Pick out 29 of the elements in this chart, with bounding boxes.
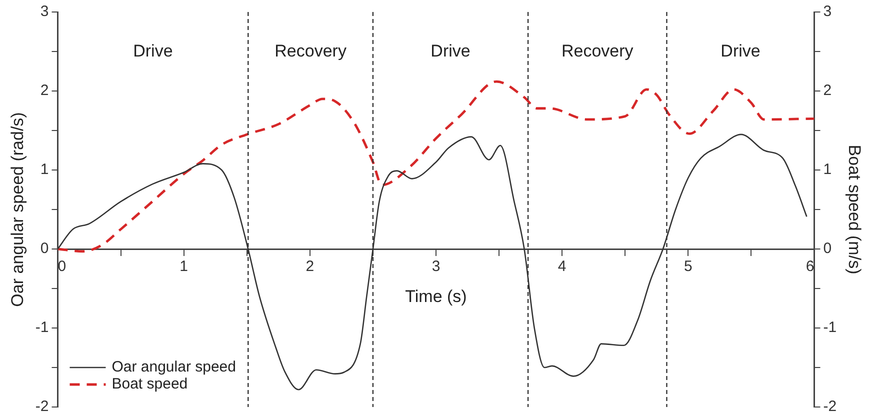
y2-tick-label: -2 [823,398,837,416]
annotation: Drive [430,42,470,61]
annotation: Drive [133,42,173,61]
y-tick-label: 0 [40,240,49,258]
y-tick-label: -1 [35,319,49,336]
legend-label: Boat speed [112,376,188,393]
x-tick-label: 2 [306,258,314,276]
x-tick-label: 6 [806,258,814,276]
y2-tick-label: 0 [823,240,832,258]
x-tick-label: 4 [558,258,566,276]
y-tick-label: 1 [40,161,49,178]
x-tick-label: 5 [684,258,692,276]
annotation: Recovery [561,42,634,61]
y-axis-title: Oar angular speed (rad/s) [8,112,27,307]
x-tick-label: 1 [180,258,188,276]
y2-tick-label: 2 [823,82,832,100]
y-tick-label: 2 [40,82,49,100]
y2-tick-label: 1 [823,161,832,178]
x-tick-label: 0 [58,258,66,276]
y-tick-label: -2 [35,398,49,416]
annotation: Recovery [274,42,347,61]
y2-axis-title: Boat speed (m/s) [845,144,864,274]
x-axis-title: Time (s) [405,286,467,306]
x-tick-label: 3 [432,258,440,276]
y2-tick-label: 3 [823,3,832,20]
legend-label: Oar angular speed [112,358,236,376]
y-tick-label: 3 [40,3,49,20]
annotation: Drive [720,42,760,61]
y2-tick-label: -1 [823,319,837,336]
